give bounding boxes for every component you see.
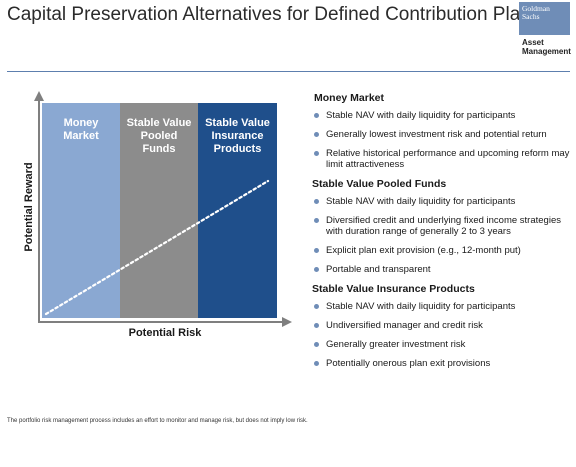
bullet-list: Stable NAV with daily liquidity for part… bbox=[312, 110, 570, 170]
list-item: Portable and transparent bbox=[312, 264, 570, 275]
list-item: Potentially onerous plan exit provisions bbox=[312, 358, 570, 369]
bullet-list: Stable NAV with daily liquidity for part… bbox=[312, 301, 570, 369]
section-title: Stable Value Insurance Products bbox=[312, 283, 475, 295]
section-title: Money Market bbox=[314, 92, 385, 104]
bullet-text: Stable NAV with daily liquidity for part… bbox=[326, 110, 516, 121]
band-money-market: Money Market bbox=[42, 103, 120, 318]
bullet-icon bbox=[314, 248, 319, 253]
section-title: Stable Value Pooled Funds bbox=[312, 178, 447, 190]
descriptions-panel: Money Market Stable NAV with daily liqui… bbox=[312, 92, 570, 377]
page-title: Capital Preservation Alternatives for De… bbox=[7, 4, 541, 25]
band-label-line: Pooled bbox=[140, 130, 178, 142]
list-item: Explicit plan exit provision (e.g., 12-m… bbox=[312, 245, 570, 256]
section-stable-value-pooled-funds: Stable Value Pooled Funds Stable NAV wit… bbox=[312, 178, 570, 275]
band-stable-value-pooled-funds: Stable Value Pooled Funds bbox=[120, 103, 198, 318]
logo-sub-1: Asset bbox=[522, 38, 544, 47]
band-label-line: Stable Value bbox=[205, 117, 270, 129]
bullet-text: Generally greater investment risk bbox=[326, 339, 466, 350]
logo-sub-2: Management bbox=[522, 47, 571, 56]
bullet-icon bbox=[314, 267, 319, 272]
risk-reward-trend-line bbox=[44, 179, 270, 316]
bullet-text: Portable and transparent bbox=[326, 264, 431, 275]
logo-line-2: Sachs bbox=[522, 12, 540, 21]
title-divider bbox=[7, 71, 570, 72]
band-label-line: Products bbox=[213, 143, 262, 155]
footnote: The portfolio risk management process in… bbox=[7, 418, 308, 424]
list-item: Stable NAV with daily liquidity for part… bbox=[312, 301, 570, 312]
band-stable-value-insurance-products: Stable Value Insurance Products bbox=[198, 103, 277, 318]
list-item: Stable NAV with daily liquidity for part… bbox=[312, 196, 570, 207]
asset-management-label: Asset Management bbox=[522, 38, 571, 56]
bullet-list: Stable NAV with daily liquidity for part… bbox=[312, 196, 570, 275]
bullet-icon bbox=[314, 199, 319, 204]
y-axis bbox=[38, 100, 40, 323]
dotted-trend-line bbox=[44, 179, 270, 316]
logo-line-1: Goldman bbox=[522, 4, 550, 13]
list-item: Relative historical performance and upco… bbox=[312, 148, 570, 170]
list-item: Undiversified manager and credit risk bbox=[312, 320, 570, 331]
bullet-text: Relative historical performance and upco… bbox=[326, 148, 570, 170]
band-label-line: Funds bbox=[142, 143, 176, 155]
list-item: Generally lowest investment risk and pot… bbox=[312, 129, 570, 140]
x-axis-label: Potential Risk bbox=[128, 327, 202, 339]
band-label-line: Market bbox=[63, 130, 99, 142]
bullet-icon bbox=[314, 218, 319, 223]
bullet-icon bbox=[314, 342, 319, 347]
x-axis bbox=[38, 321, 283, 323]
list-item: Generally greater investment risk bbox=[312, 339, 570, 350]
bullet-icon bbox=[314, 113, 319, 118]
band-label-line: Insurance bbox=[211, 130, 264, 142]
bullet-text: Explicit plan exit provision (e.g., 12-m… bbox=[326, 245, 521, 256]
bullet-icon bbox=[314, 151, 319, 156]
goldman-sachs-logo: Goldman Sachs bbox=[519, 2, 570, 35]
band-label-line: Stable Value bbox=[126, 117, 192, 129]
band-label-line: Money bbox=[63, 117, 99, 129]
x-axis-arrow-icon bbox=[282, 317, 292, 327]
bullet-text: Stable NAV with daily liquidity for part… bbox=[326, 196, 516, 207]
y-axis-arrow-icon bbox=[34, 91, 44, 101]
bullet-text: Stable NAV with daily liquidity for part… bbox=[326, 301, 516, 312]
list-item: Stable NAV with daily liquidity for part… bbox=[312, 110, 570, 121]
bullet-text: Potentially onerous plan exit provisions bbox=[326, 358, 491, 369]
bullet-text: Undiversified manager and credit risk bbox=[326, 320, 483, 331]
section-money-market: Money Market Stable NAV with daily liqui… bbox=[312, 92, 570, 170]
bullet-icon bbox=[314, 323, 319, 328]
section-stable-value-insurance-products: Stable Value Insurance Products Stable N… bbox=[312, 283, 570, 369]
bullet-icon bbox=[314, 361, 319, 366]
list-item: Diversified credit and underlying fixed … bbox=[312, 215, 570, 237]
bullet-text: Generally lowest investment risk and pot… bbox=[326, 129, 547, 140]
y-axis-label: Potential Reward bbox=[23, 162, 35, 252]
bullet-text: Diversified credit and underlying fixed … bbox=[326, 215, 561, 237]
bullet-icon bbox=[314, 304, 319, 309]
bullet-icon bbox=[314, 132, 319, 137]
